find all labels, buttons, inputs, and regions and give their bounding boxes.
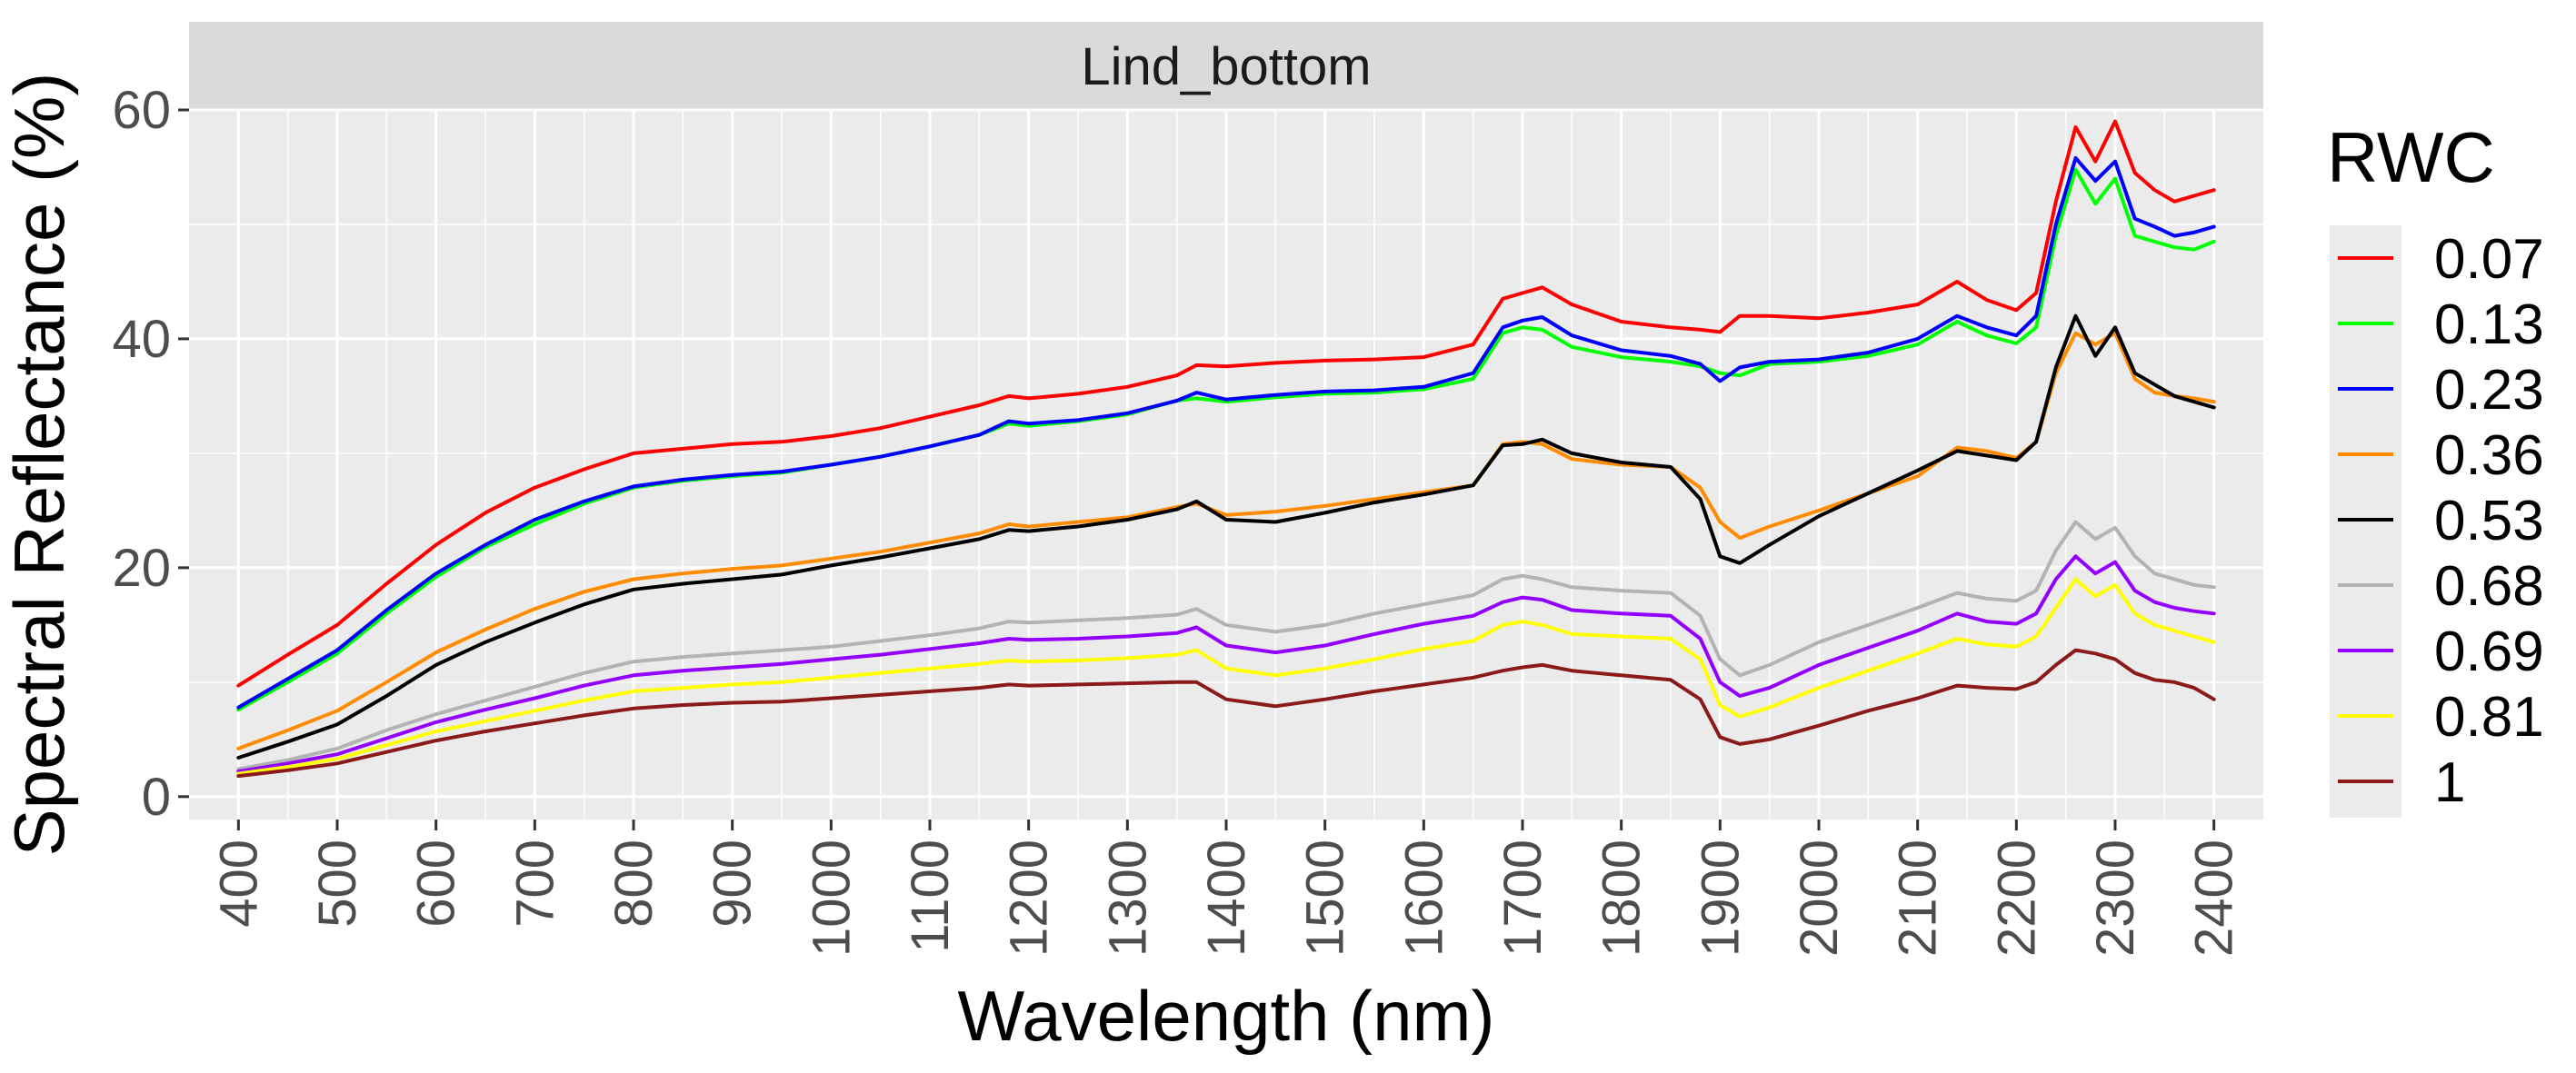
- legend-label-0.68: 0.68: [2434, 555, 2544, 618]
- legend-label-0.69: 0.69: [2434, 621, 2544, 683]
- x-tick-label: 2200: [1987, 840, 2046, 957]
- x-tick-label: 1300: [1098, 840, 1157, 957]
- series-line-0.23: [236, 155, 2216, 710]
- x-tick-label: 1800: [1593, 840, 1652, 957]
- legend-label-0.53: 0.53: [2434, 490, 2544, 552]
- x-tick-label: 2000: [1790, 840, 1849, 957]
- series-line-0.69: [236, 554, 2216, 774]
- series-line-1: [236, 648, 2216, 779]
- x-axis: 400 500 600 700 800 900 1000 1100 1200 1300 1400 15…: [209, 820, 2244, 957]
- y-axis-title: Spectral Reflectance (%): [0, 73, 79, 857]
- x-tick-label: 1200: [1000, 840, 1059, 957]
- facet-strip: [189, 22, 2263, 110]
- x-tick-label: 1900: [1691, 840, 1750, 957]
- legend-label-0.36: 0.36: [2434, 424, 2544, 487]
- x-tick-label: 600: [407, 840, 466, 928]
- y-tick-label: 0: [142, 768, 171, 827]
- y-tick-label: 20: [112, 539, 171, 598]
- x-tick-label: 500: [308, 840, 367, 928]
- x-tick-label: 800: [604, 840, 664, 928]
- x-tick-label: 1000: [802, 840, 861, 957]
- y-axis: 0 20 40 60: [112, 81, 189, 827]
- x-tick-label: 1500: [1296, 840, 1355, 957]
- series-line-0.07: [236, 119, 2216, 688]
- x-tick-label: 700: [505, 840, 564, 928]
- legend-label-0.81: 0.81: [2434, 686, 2544, 749]
- x-tick-label: 2100: [1889, 840, 1948, 957]
- y-tick-label: 40: [112, 310, 171, 369]
- x-tick-label: 2300: [2086, 840, 2145, 957]
- legend-label-0.07: 0.07: [2434, 228, 2544, 291]
- facet-label: Lind_bottom: [1081, 37, 1371, 96]
- x-tick-label: 2400: [2185, 840, 2244, 957]
- series-line-0.68: [236, 520, 2216, 771]
- x-tick-label: 1400: [1197, 840, 1256, 957]
- legend: RWC 0.070.130.230.360.530.680.690.811: [2327, 117, 2544, 818]
- legend-title: RWC: [2327, 117, 2495, 197]
- x-tick-label: 1600: [1394, 840, 1453, 957]
- series-line-0.81: [236, 577, 2216, 776]
- x-tick-label: 400: [209, 840, 268, 928]
- legend-label-1: 1: [2434, 751, 2465, 814]
- x-tick-label: 1700: [1493, 840, 1553, 957]
- legend-items: 0.070.130.230.360.530.680.690.811: [2338, 228, 2544, 814]
- x-tick-label: 900: [704, 840, 763, 928]
- x-axis-title: Wavelength (nm): [958, 976, 1495, 1056]
- x-tick-label: 1100: [901, 840, 960, 953]
- series-line-0.53: [236, 313, 2216, 760]
- series-lines: [236, 119, 2216, 779]
- legend-label-0.23: 0.23: [2434, 359, 2544, 422]
- legend-label-0.13: 0.13: [2434, 293, 2544, 356]
- y-tick-label: 60: [112, 81, 171, 140]
